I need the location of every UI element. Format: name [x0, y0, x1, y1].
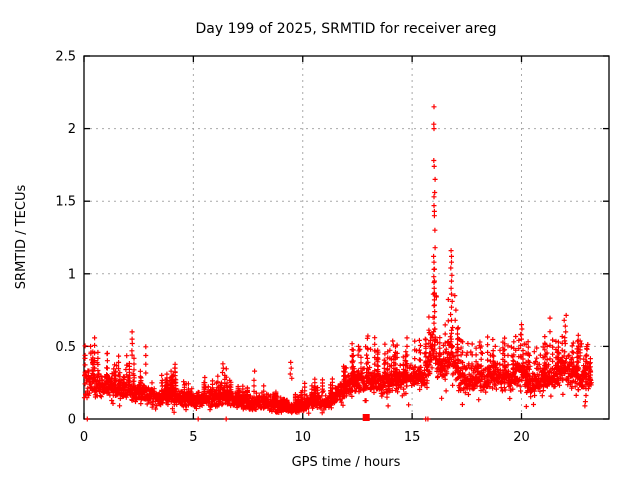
- x-tick-label: 15: [404, 430, 421, 445]
- square-outlier-marker: [362, 414, 370, 421]
- data-points-layer: [81, 104, 594, 422]
- y-tick-label: 2: [68, 122, 76, 137]
- y-tick-label: 0: [68, 413, 76, 428]
- x-tick-label: 5: [189, 430, 197, 445]
- y-tick-label: 1: [68, 267, 76, 282]
- axes: [83, 55, 610, 420]
- grid-lines: [84, 56, 609, 419]
- x-tick-label: 10: [294, 430, 311, 445]
- x-axis-label: GPS time / hours: [292, 455, 401, 470]
- x-tick-label: 0: [80, 430, 88, 445]
- chart-title: Day 199 of 2025, SRMTID for receiver are…: [196, 21, 497, 37]
- x-tick-label: 20: [513, 430, 530, 445]
- y-tick-label: 1.5: [55, 195, 76, 210]
- scatter-plus-markers: [81, 104, 594, 422]
- y-tick-label: 0.5: [55, 340, 76, 355]
- y-tick-label: 2.5: [55, 50, 76, 65]
- plot-border-box: [83, 55, 610, 420]
- y-axis-label: SRMTID / TECUs: [14, 185, 29, 290]
- tick-labels: 0 5 10 15 20 0 0.5 1 1.5 2 2.5: [55, 50, 529, 446]
